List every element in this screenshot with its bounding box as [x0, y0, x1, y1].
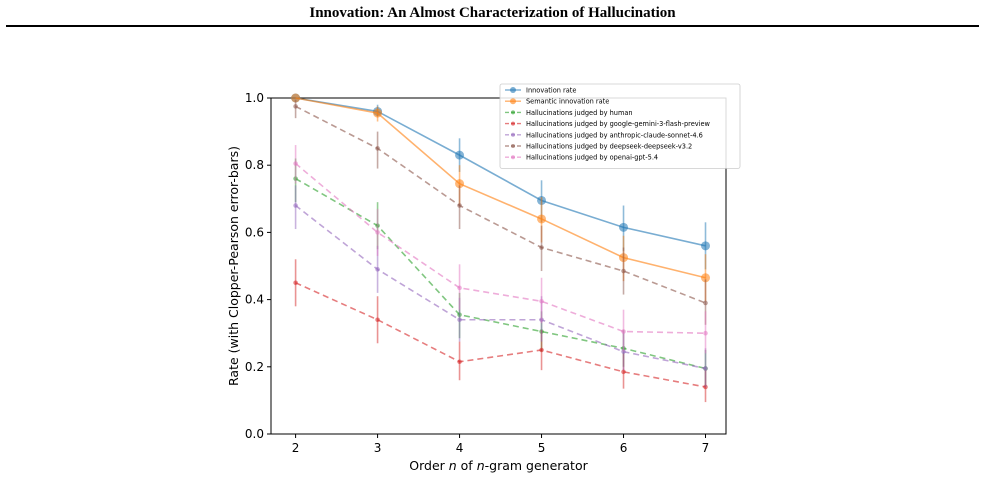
data-point — [539, 245, 544, 250]
data-point — [703, 330, 708, 336]
data-point — [455, 150, 465, 160]
y-tick-label: 0.6 — [245, 225, 264, 239]
series-7 — [293, 145, 708, 354]
header-rule — [6, 25, 979, 27]
data-point — [457, 359, 462, 365]
x-tick-label: 2 — [292, 441, 300, 455]
page-header-title: Innovation: An Almost Characterization o… — [309, 5, 676, 21]
legend-label: Hallucinations judged by anthropic-claud… — [526, 131, 703, 139]
legend-label: Hallucinations judged by google-gemini-3… — [526, 120, 711, 128]
data-point — [703, 384, 708, 390]
legend-marker — [511, 144, 515, 148]
data-point — [703, 366, 708, 371]
x-tick-label: 5 — [538, 441, 546, 455]
data-point — [293, 104, 298, 109]
legend-marker — [510, 87, 516, 93]
x-tick-label: 4 — [456, 441, 464, 455]
legend-label: Hallucinations judged by openai-gpt-5.4 — [526, 154, 658, 162]
legend-label: Innovation rate — [526, 87, 576, 95]
legend-marker — [511, 121, 515, 126]
y-axis-label: Rate (with Clopper-Pearson error-bars) — [226, 146, 241, 386]
y-tick-label: 0.4 — [245, 293, 264, 307]
data-point — [703, 300, 708, 306]
y-tick-label: 1.0 — [245, 91, 264, 105]
data-point — [375, 230, 380, 235]
data-point — [291, 93, 301, 103]
data-point — [457, 285, 462, 291]
y-tick-label: 0.8 — [245, 158, 264, 172]
series-line — [295, 97, 706, 279]
data-point — [455, 179, 465, 189]
legend-marker — [511, 132, 515, 137]
data-point — [375, 317, 380, 323]
series-line — [295, 282, 706, 388]
legend-marker — [511, 155, 515, 160]
series-line — [295, 162, 706, 334]
legend-marker — [511, 110, 515, 115]
data-point — [293, 203, 298, 208]
legend-label: Semantic innovation rate — [526, 98, 609, 106]
series-line — [295, 204, 706, 370]
data-point — [621, 329, 626, 334]
series-line — [295, 97, 706, 247]
series-line — [295, 177, 706, 370]
data-point — [293, 161, 298, 166]
plot-frame — [270, 97, 727, 435]
series-3 — [293, 158, 708, 387]
x-tick-label: 3 — [374, 441, 382, 455]
data-point — [293, 280, 298, 286]
x-axis-label: Order n of n-gram generator — [409, 458, 588, 473]
data-point — [373, 108, 383, 118]
y-tick-label: 0.2 — [245, 360, 264, 374]
series-4 — [293, 259, 708, 403]
data-point — [537, 214, 547, 224]
x-tick-label: 6 — [620, 441, 628, 455]
legend-label: Hallucinations judged by human — [526, 109, 633, 117]
legend-marker — [510, 98, 516, 105]
data-point — [621, 268, 626, 274]
series-line — [295, 105, 706, 304]
data-point — [701, 273, 711, 283]
data-point — [375, 146, 380, 151]
legend-label: Hallucinations judged by deepseek-deepse… — [526, 143, 692, 151]
data-point — [621, 369, 626, 375]
data-point — [457, 203, 462, 208]
y-tick-label: 0.0 — [245, 427, 264, 441]
data-point — [539, 298, 544, 304]
data-point — [619, 222, 629, 232]
data-point — [701, 241, 711, 251]
series-6 — [293, 99, 708, 325]
legend-box — [499, 83, 741, 169]
series-5 — [293, 185, 708, 387]
data-point — [539, 347, 544, 353]
data-point — [457, 317, 462, 323]
data-point — [375, 267, 380, 272]
x-tick-label: 7 — [702, 441, 710, 455]
